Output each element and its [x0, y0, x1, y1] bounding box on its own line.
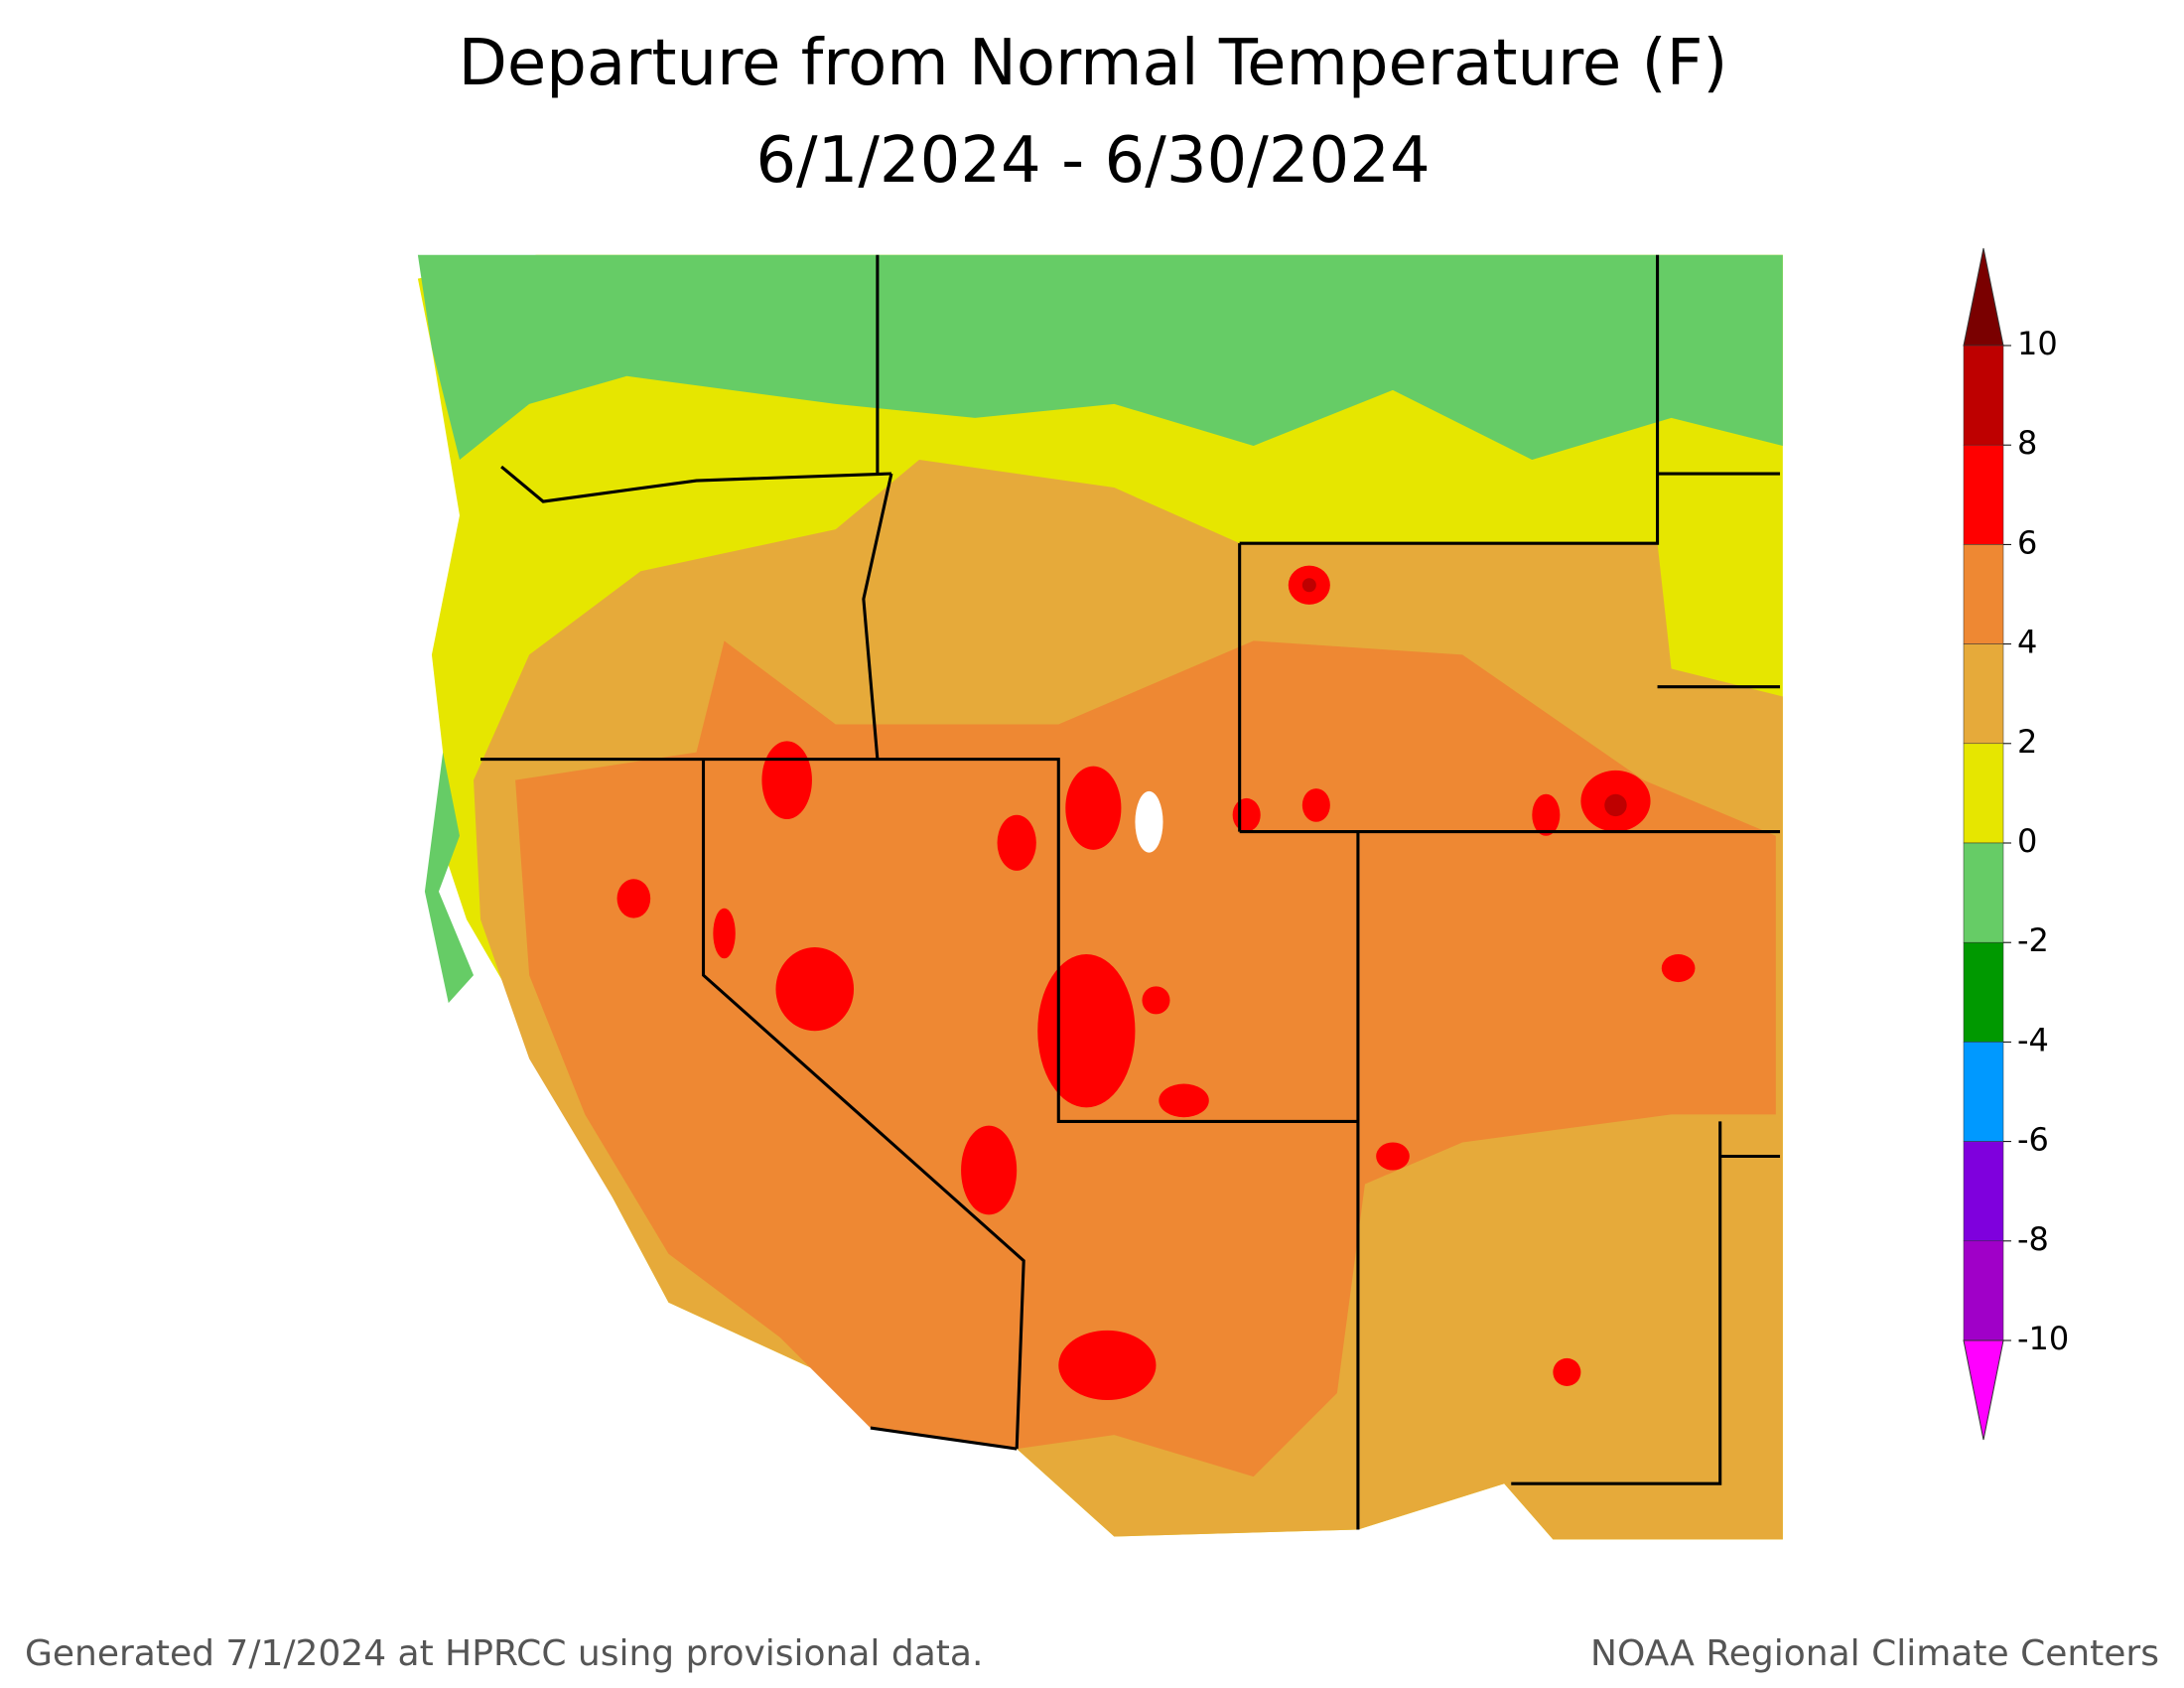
colorbar-label: 0 — [2017, 822, 2037, 860]
colorbar-label: -10 — [2017, 1320, 2069, 1357]
colorbar-label: 4 — [2017, 624, 2037, 661]
title-line: Departure from Normal Temperature (F) — [459, 27, 1728, 100]
colorbar-segment — [1963, 1240, 2004, 1341]
region-6-8 — [616, 565, 1696, 1401]
region-neg2-0 — [424, 752, 475, 1004]
colorbar-segment — [1963, 345, 2004, 446]
region-4-6 — [515, 640, 1776, 1477]
colorbar-label: 8 — [2017, 424, 2037, 462]
region-neg2-0 — [417, 254, 1783, 460]
footer-right: NOAA Regional Climate Centers — [1590, 1633, 2159, 1674]
colorbar-segment — [1963, 643, 2004, 745]
colorbar-segment — [1963, 444, 2004, 545]
colorbar-label: 10 — [2017, 325, 2058, 362]
colorbar-segment — [1963, 1042, 2004, 1142]
colorbar: 10 8 6 4 2 0 -2 -4 -6 -8 -10 — [1963, 247, 2069, 1441]
lake — [1135, 790, 1163, 853]
colorbar-label: 2 — [2017, 723, 2037, 761]
colorbar-label: -2 — [2017, 921, 2049, 959]
colorbar-label: -8 — [2017, 1220, 2049, 1258]
region-8-10 — [1301, 578, 1316, 593]
colorbar-segment — [1963, 544, 2004, 644]
colorbar-cap — [1963, 1339, 2004, 1441]
colorbar-segment — [1963, 1141, 2004, 1242]
colorbar-label: 6 — [2017, 523, 2037, 561]
footer-left: Generated 7/1/2024 at HPRCC using provis… — [25, 1633, 983, 1674]
colorbar-segment — [1963, 743, 2004, 844]
colorbar-cap — [1963, 247, 2004, 347]
colorbar-label: -4 — [2017, 1021, 2049, 1058]
region-8-10 — [1604, 793, 1627, 817]
colorbar-segment — [1963, 842, 2004, 943]
title-line: 6/1/2024 - 6/30/2024 — [755, 124, 1430, 198]
map — [417, 254, 1783, 1540]
state-borders — [480, 254, 1781, 1530]
colorbar-segment — [1963, 941, 2004, 1043]
colorbar-label: -6 — [2017, 1121, 2049, 1159]
